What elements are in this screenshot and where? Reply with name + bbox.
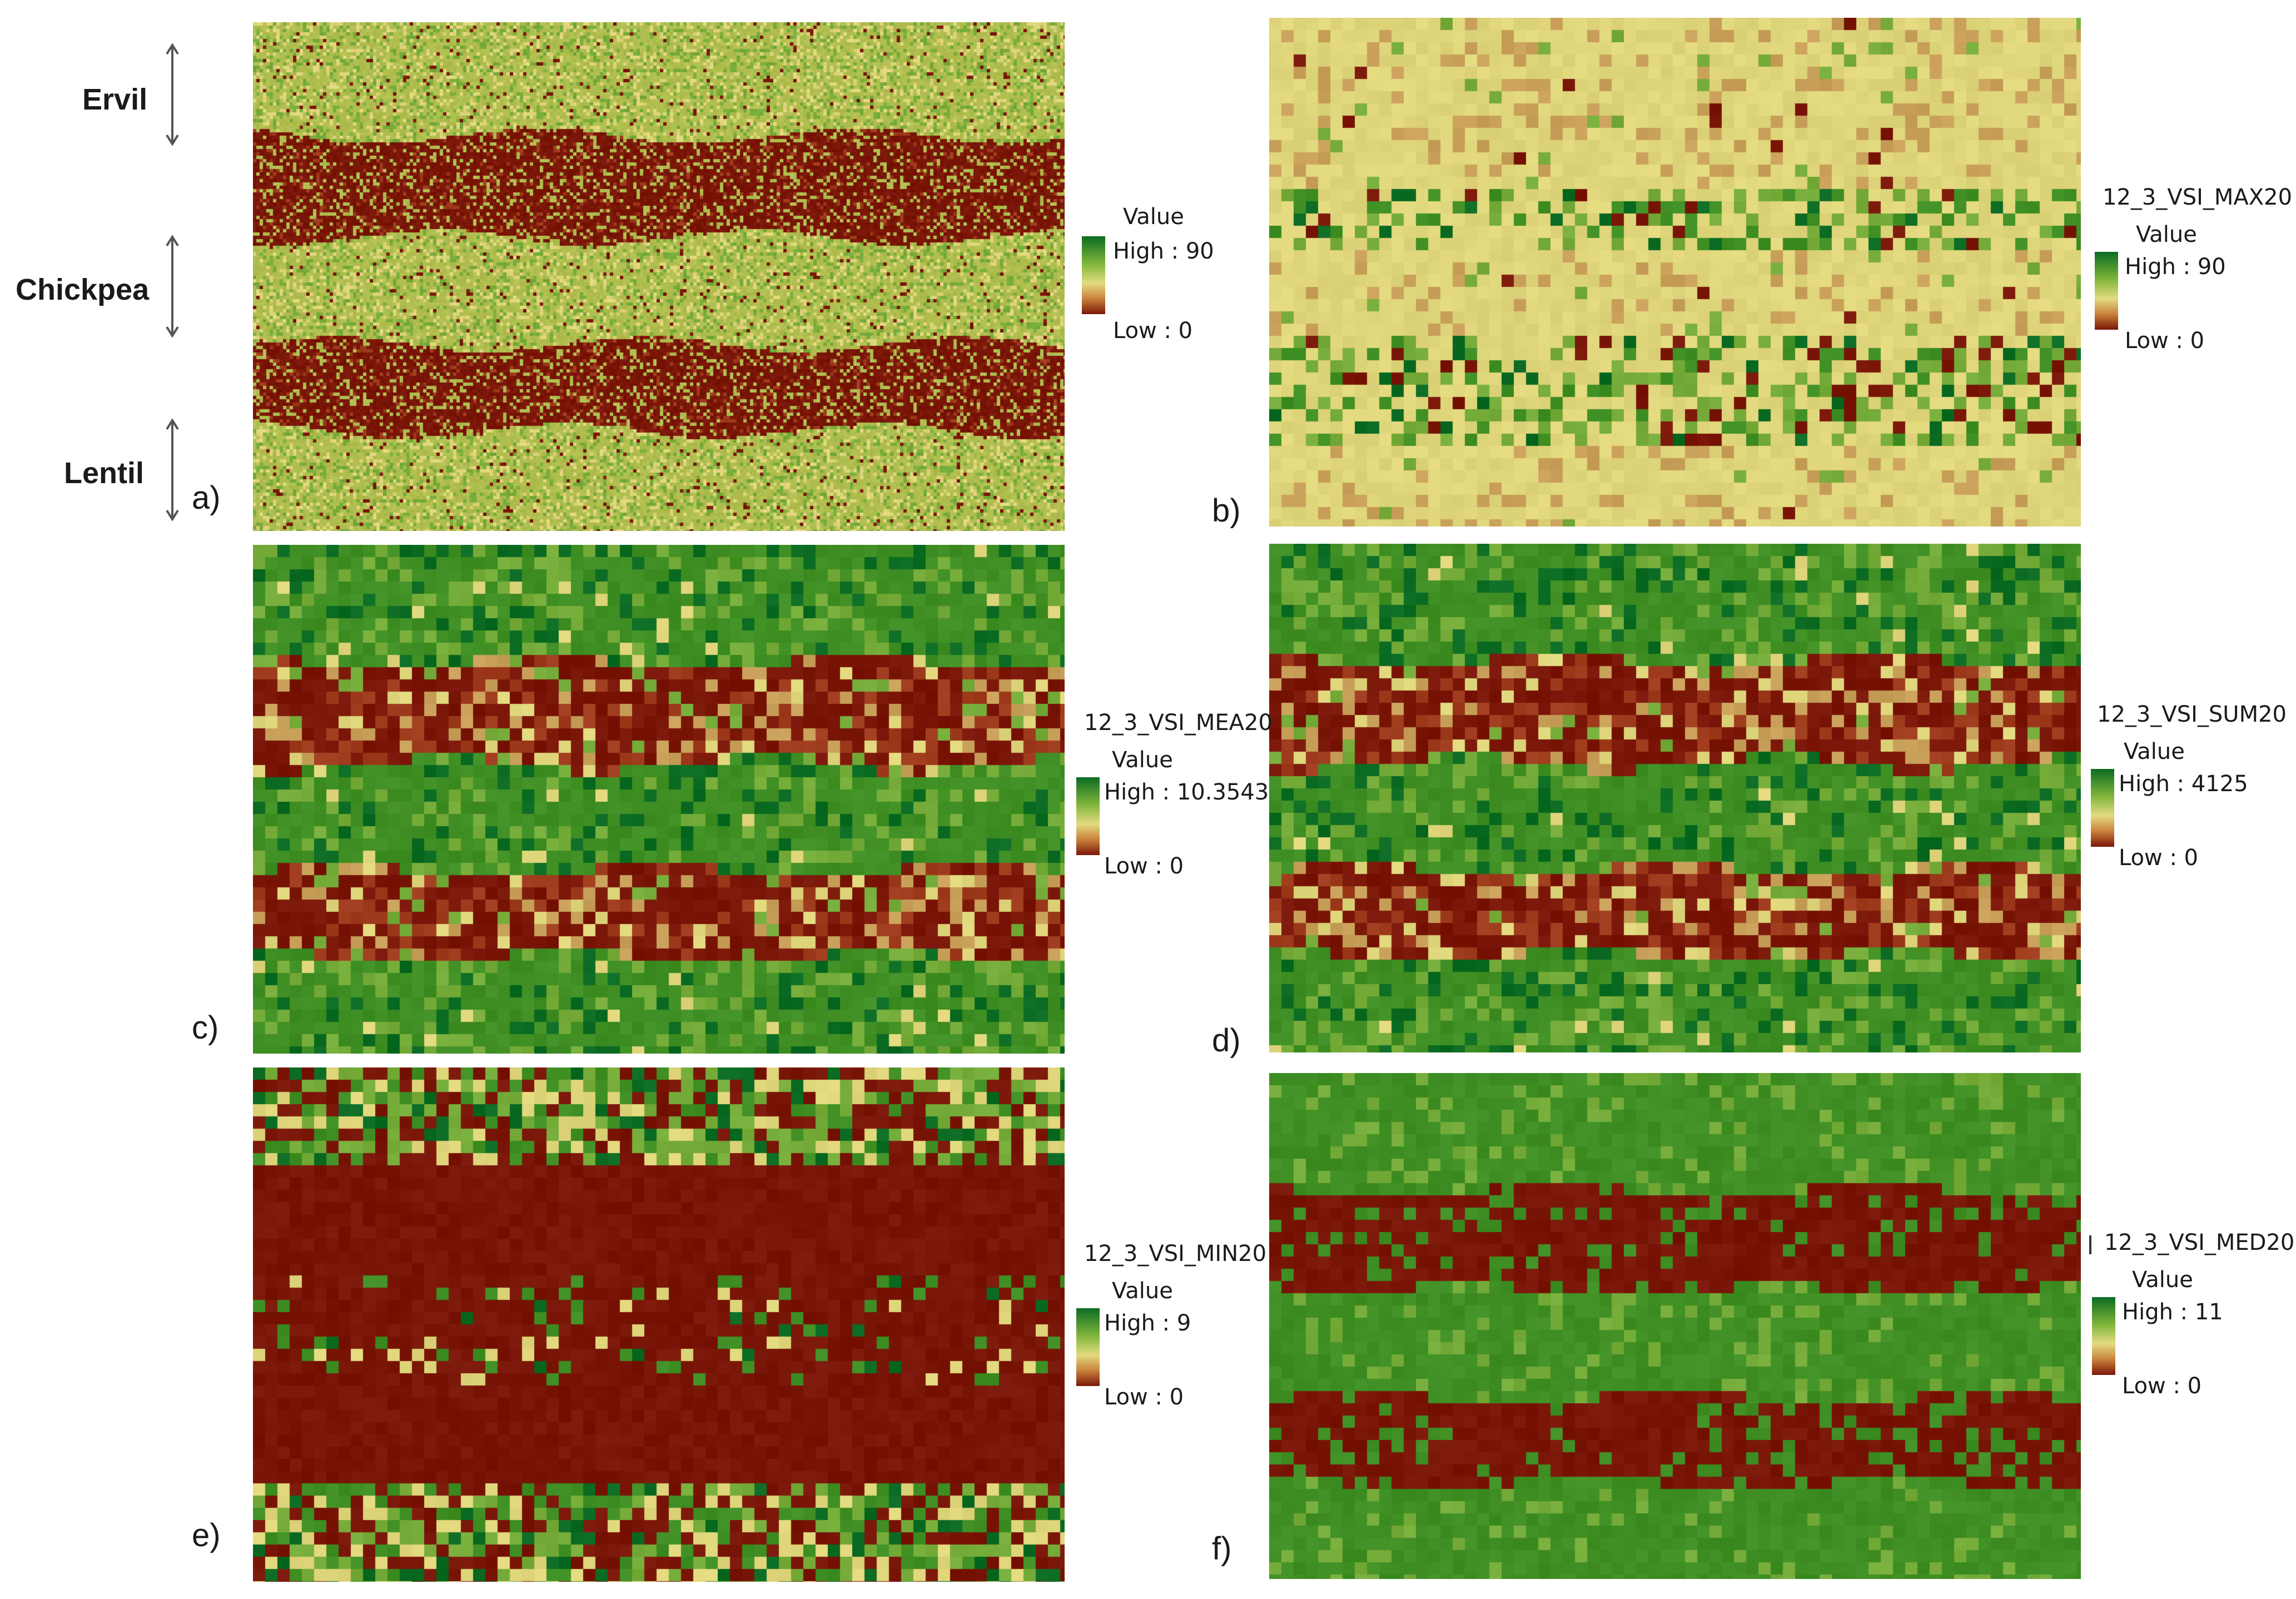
panel-label-c: c) xyxy=(192,1010,219,1046)
panel-label-a: a) xyxy=(192,480,221,516)
color-ramp xyxy=(2091,769,2114,847)
color-ramp xyxy=(1082,236,1105,314)
color-ramp xyxy=(1076,777,1100,855)
crop-label-ervil: Ervil xyxy=(82,83,148,116)
legend-a: Value High : 90 Low : 0 xyxy=(1079,206,1245,350)
crop-label-chickpea: Chickpea xyxy=(16,273,150,306)
legend-high-label: High : 90 xyxy=(2125,254,2226,280)
legend-c: 12_3_VSI_MEA20 Value High : 10.3543 Low … xyxy=(1073,712,1273,878)
legend-high-label: High : 10.3543 xyxy=(1104,779,1269,805)
crop-label-lentil: Lentil xyxy=(64,456,144,490)
legend-value-label: Value xyxy=(2132,1267,2193,1293)
legend-value-label: Value xyxy=(2136,222,2197,247)
panel-label-b: b) xyxy=(1212,493,1241,529)
color-ramp xyxy=(2095,252,2118,330)
legend-value-label: Value xyxy=(1123,204,1184,230)
legend-title: 12_3_VSI_MEA20 xyxy=(1084,710,1273,736)
legend-title: 12_3_VSI_MIN20 xyxy=(1084,1241,1267,1267)
color-ramp xyxy=(2092,1297,2115,1375)
legend-low-label: Low : 0 xyxy=(1104,853,1184,879)
legend-low-label: Low : 0 xyxy=(1104,1384,1184,1410)
legend-low-label: Low : 0 xyxy=(2122,1373,2202,1399)
color-ramp xyxy=(1076,1308,1100,1386)
panel-label-d: d) xyxy=(1212,1022,1241,1059)
legend-low-label: Low : 0 xyxy=(2125,328,2205,354)
raster-map-c xyxy=(253,545,1065,1054)
panel-label-e: e) xyxy=(192,1517,221,1553)
legend-value-label: Value xyxy=(1112,747,1173,773)
legend-e: 12_3_VSI_MIN20 Value High : 9 Low : 0 xyxy=(1073,1243,1266,1410)
legend-low-label: Low : 0 xyxy=(2119,845,2199,871)
legend-title: 12_3_VSI_MED20 xyxy=(2104,1230,2295,1255)
legend-high-label: High : 90 xyxy=(1113,239,1214,264)
legend-high-label: High : 9 xyxy=(1104,1310,1191,1336)
raster-map-e xyxy=(253,1067,1065,1582)
double-arrow-icon xyxy=(166,43,179,146)
legend-f: 12_3_VSI_MED20 Value High : 11 Low : 0 xyxy=(2088,1231,2294,1399)
legend-high-label: High : 4125 xyxy=(2119,771,2248,797)
legend-d: 12_3_VSI_SUM20 Value High : 4125 Low : 0 xyxy=(2088,703,2288,870)
legend-title: 12_3_VSI_MAX20 xyxy=(2103,185,2293,210)
legend-low-label: Low : 0 xyxy=(1113,318,1193,344)
double-arrow-icon xyxy=(166,235,179,338)
raster-map-d xyxy=(1269,544,2081,1052)
legend-value-label: Value xyxy=(2124,739,2185,764)
legend-title: 12_3_VSI_SUM20 xyxy=(2097,702,2287,727)
double-arrow-icon xyxy=(166,418,179,522)
panel-label-f: f) xyxy=(1212,1531,1232,1567)
legend-b: 12_3_VSI_MAX20 Value High : 90 Low : 0 xyxy=(2090,185,2293,354)
legend-tick-mark xyxy=(2089,1235,2091,1254)
legend-value-label: Value xyxy=(1112,1278,1173,1304)
raster-map-b xyxy=(1269,18,2081,527)
legend-high-label: High : 11 xyxy=(2122,1299,2223,1325)
raster-map-f xyxy=(1269,1073,2081,1579)
raster-map-a xyxy=(253,22,1065,531)
